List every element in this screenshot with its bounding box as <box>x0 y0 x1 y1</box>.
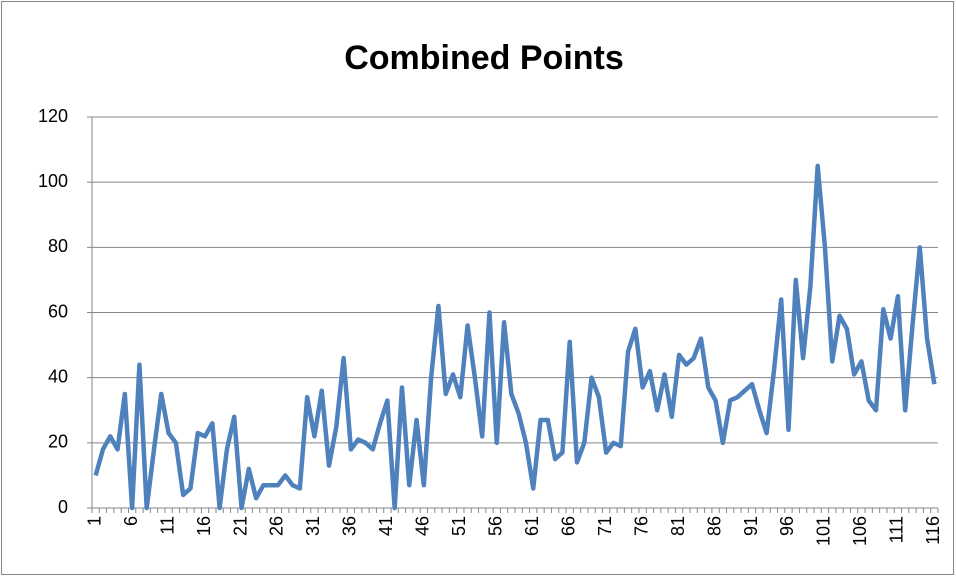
y-tick-label: 120 <box>38 106 68 126</box>
data-line <box>93 163 937 511</box>
x-tick-label: 11 <box>157 516 177 535</box>
x-tick-label: 46 <box>413 516 433 536</box>
y-tick-label: 20 <box>48 432 68 452</box>
x-tick-label: 91 <box>741 516 761 536</box>
y-tick-label: 0 <box>58 497 68 517</box>
x-tick-label: 1 <box>84 516 104 526</box>
x-tick-label: 36 <box>340 516 360 536</box>
x-tick-label: 51 <box>449 516 469 536</box>
x-tick-label: 56 <box>486 516 506 536</box>
y-tick-label: 80 <box>48 236 68 256</box>
x-tick-label: 116 <box>923 516 943 545</box>
x-tick-label: 86 <box>704 516 724 536</box>
x-tick-label: 6 <box>121 516 141 526</box>
x-tick-label: 31 <box>303 516 323 536</box>
x-tick-label: 96 <box>777 516 797 536</box>
x-tick-label: 71 <box>595 516 615 536</box>
y-tick-label: 100 <box>38 171 68 191</box>
y-tick-label: 60 <box>48 301 68 321</box>
y-tick-label: 40 <box>48 366 68 386</box>
x-tick-label: 106 <box>850 516 870 546</box>
x-tick-label: 41 <box>376 516 396 536</box>
x-tick-label: 21 <box>230 516 250 536</box>
x-tick-label: 61 <box>522 516 542 536</box>
x-tick-label: 76 <box>631 516 651 536</box>
x-tick-label: 66 <box>558 516 578 536</box>
chart-title: Combined Points <box>344 39 624 77</box>
x-tick-label: 16 <box>194 516 214 536</box>
x-tick-label: 101 <box>814 516 834 546</box>
x-tick-label: 26 <box>267 516 287 536</box>
x-tick-label: 81 <box>668 516 688 536</box>
x-tick-label: 111 <box>887 516 907 543</box>
